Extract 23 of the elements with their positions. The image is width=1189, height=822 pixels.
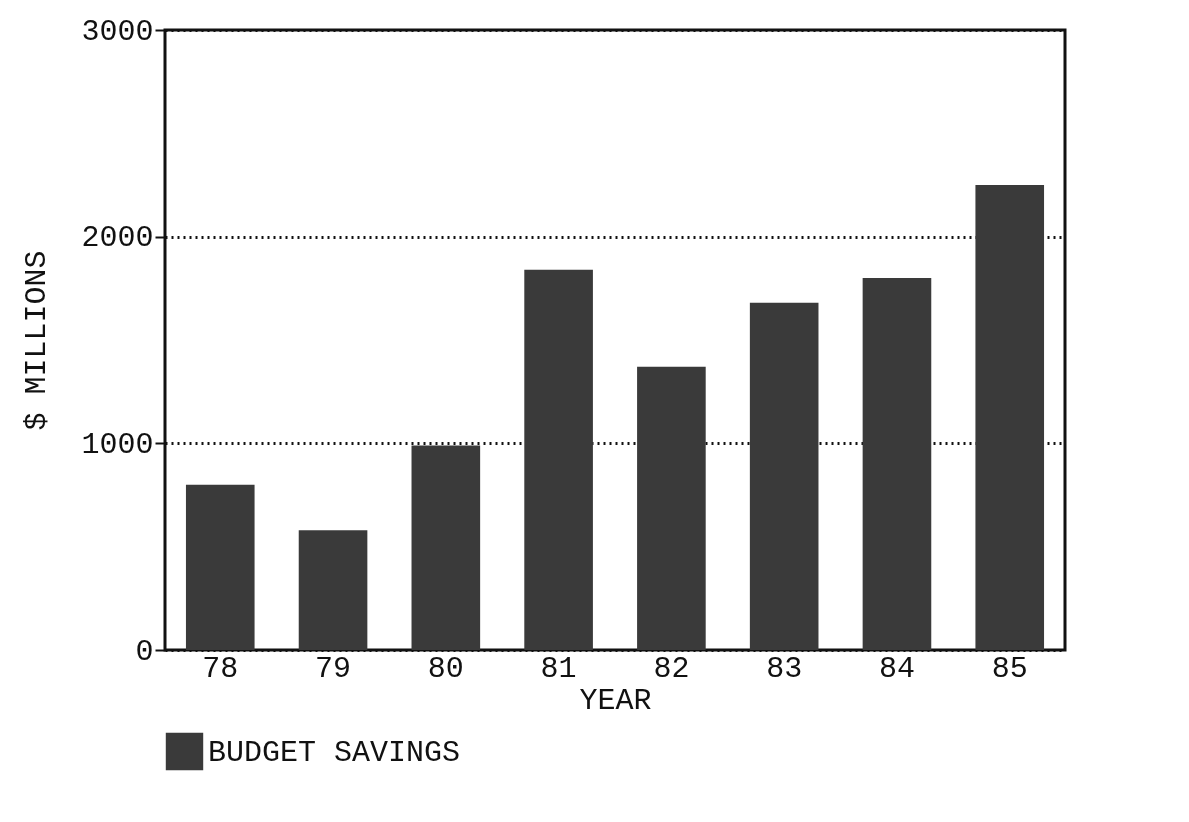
y-tick-label: 1000 (81, 427, 154, 462)
x-tick-label: 83 (766, 651, 803, 686)
x-tick-label: 80 (427, 651, 464, 686)
bar (862, 278, 932, 650)
y-tick-label: 3000 (81, 14, 154, 49)
bar (298, 530, 368, 650)
bar (975, 185, 1045, 650)
x-tick-label: 79 (315, 651, 352, 686)
bar (411, 445, 481, 650)
legend-label: BUDGET SAVINGS (208, 735, 461, 770)
x-tick-label: 82 (653, 651, 690, 686)
x-tick-label: 81 (540, 651, 577, 686)
x-tick-label: 85 (991, 651, 1028, 686)
bar (185, 484, 255, 650)
bar (637, 366, 706, 650)
x-tick-label: 78 (202, 651, 239, 686)
x-axis-title: YEAR (579, 683, 652, 718)
y-axis-title: $ MILLIONS (20, 250, 55, 431)
x-tick-label: 84 (878, 651, 915, 686)
y-tick-label: 2000 (81, 221, 154, 256)
bar (524, 269, 593, 650)
y-tick-label: 0 (135, 634, 154, 669)
bar (749, 302, 819, 650)
